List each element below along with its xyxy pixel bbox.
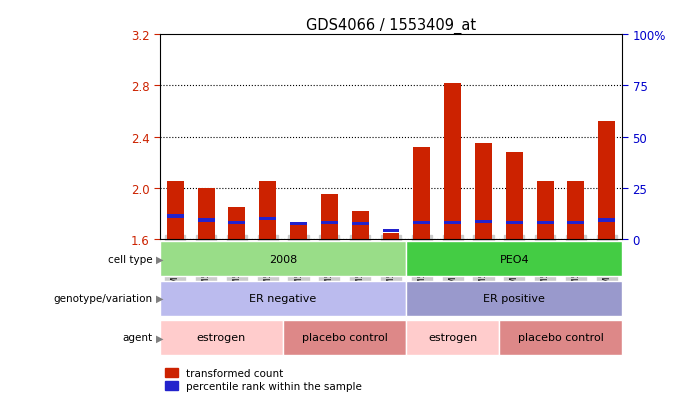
Bar (321, 221, 338, 225)
Title: GDS4066 / 1553409_at: GDS4066 / 1553409_at (306, 18, 476, 34)
Bar (259, 182, 276, 240)
Text: 2008: 2008 (269, 254, 297, 264)
Bar (413, 221, 430, 225)
Text: ▶: ▶ (156, 332, 164, 343)
Bar (444, 221, 461, 225)
Bar (167, 215, 184, 218)
Bar (568, 182, 584, 240)
Bar (598, 219, 615, 222)
Text: ER negative: ER negative (250, 293, 317, 304)
Bar (475, 144, 492, 240)
Bar (198, 219, 214, 222)
Bar (413, 147, 430, 240)
Bar (506, 221, 523, 225)
Text: ▶: ▶ (156, 254, 164, 264)
Text: placebo control: placebo control (302, 332, 388, 343)
Bar (228, 208, 245, 240)
Text: estrogen: estrogen (197, 332, 246, 343)
Text: agent: agent (123, 332, 153, 343)
Bar (537, 221, 554, 225)
Bar (475, 220, 492, 223)
Text: cell type: cell type (108, 254, 153, 264)
Bar (444, 84, 461, 240)
Legend: transformed count, percentile rank within the sample: transformed count, percentile rank withi… (165, 368, 362, 391)
Bar (321, 195, 338, 240)
Bar (383, 229, 399, 232)
Bar (598, 122, 615, 240)
Text: genotype/variation: genotype/variation (54, 293, 153, 304)
Bar (537, 182, 554, 240)
Text: estrogen: estrogen (428, 332, 477, 343)
Text: ER positive: ER positive (483, 293, 545, 304)
Text: placebo control: placebo control (517, 332, 603, 343)
Bar (352, 223, 369, 226)
Text: ▶: ▶ (156, 293, 164, 304)
Bar (259, 218, 276, 221)
Text: PEO4: PEO4 (500, 254, 529, 264)
Bar (383, 233, 399, 240)
Bar (352, 211, 369, 240)
Bar (568, 221, 584, 225)
Bar (290, 223, 307, 226)
Bar (198, 188, 214, 240)
Bar (167, 182, 184, 240)
Bar (290, 224, 307, 240)
Bar (228, 221, 245, 225)
Bar (506, 153, 523, 240)
